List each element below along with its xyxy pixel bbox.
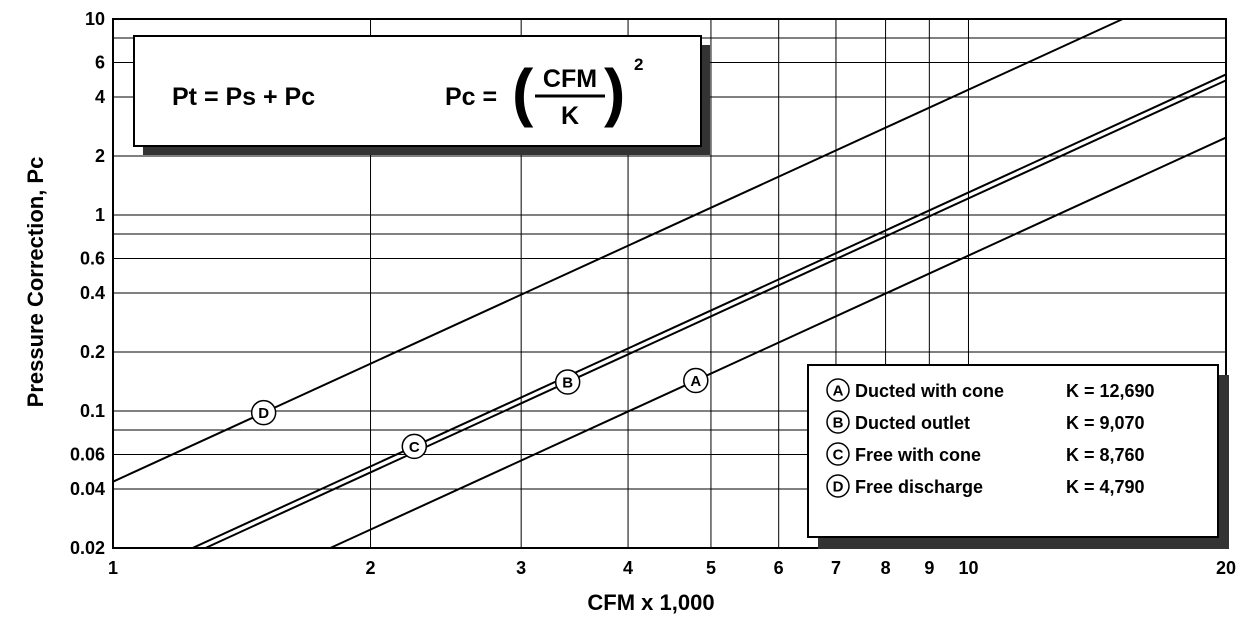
formula-numerator: CFM <box>543 65 597 93</box>
x-axis-title: CFM x 1,000 <box>587 590 714 615</box>
plot-frame <box>112 18 1227 549</box>
legend-letter: C <box>833 447 844 464</box>
y-tick-label: 0.1 <box>80 401 105 421</box>
legend-series-name: Free discharge <box>855 477 983 497</box>
series-markers: A B C D <box>250 367 709 460</box>
legend-marker <box>826 378 850 402</box>
x-tick-label: 20 <box>1216 558 1236 578</box>
series-marker-d <box>250 399 277 426</box>
y-tick-label: 2 <box>95 146 105 166</box>
y-axis-ticks: 0.02 0.04 0.06 0.1 0.2 0.4 0.6 1 2 4 6 10 <box>70 9 105 558</box>
x-tick-label: 4 <box>623 558 633 578</box>
legend-letter: D <box>833 479 844 496</box>
legend-k-value: K = 9,070 <box>1066 413 1145 433</box>
series-lines <box>112 18 1227 549</box>
formula-denominator: K <box>561 102 579 130</box>
x-tick-label: 9 <box>924 558 934 578</box>
y-tick-label: 10 <box>85 9 105 29</box>
series-line-c <box>192 73 1227 549</box>
legend-k-value: K = 12,690 <box>1066 381 1155 401</box>
y-tick-label: 0.4 <box>80 283 105 303</box>
x-tick-label: 7 <box>831 558 841 578</box>
x-tick-label: 10 <box>958 558 978 578</box>
x-tick-label: 6 <box>774 558 784 578</box>
x-tick-label: 3 <box>516 558 526 578</box>
series-line-d <box>112 18 1124 483</box>
x-tick-label: 2 <box>366 558 376 578</box>
series-marker-a <box>683 367 709 394</box>
legend-series-name: Ducted outlet <box>855 413 970 433</box>
legend-k-value: K = 4,790 <box>1066 477 1145 497</box>
legend-letter: B <box>833 415 844 432</box>
legend-series-name: Free with cone <box>855 445 981 465</box>
legend-k-value: K = 8,760 <box>1066 445 1145 465</box>
y-tick-label: 0.6 <box>80 248 105 268</box>
series-marker-label: D <box>258 405 269 422</box>
y-axis-title: Pressure Correction, Pc <box>23 157 48 408</box>
series-marker-b <box>554 369 581 395</box>
series-marker-label: B <box>562 375 573 392</box>
y-tick-label: 1 <box>95 205 105 225</box>
legend-series-name: Ducted with cone <box>855 381 1004 401</box>
x-tick-label: 1 <box>108 558 118 578</box>
formula-right-paren: ) <box>604 56 625 128</box>
y-tick-label: 0.04 <box>70 479 105 499</box>
x-tick-label: 8 <box>881 558 891 578</box>
y-tick-label: 0.06 <box>70 444 105 464</box>
legend-letter: A <box>833 383 844 400</box>
formula-box: Pt = Ps + Pc Pc = ( CFM K ) 2 <box>133 35 710 155</box>
formula-pc-label: Pc = <box>445 83 497 111</box>
formula-left-paren: ( <box>512 56 534 128</box>
legend-rows: A Ducted with cone K = 12,690 B Ducted outle… <box>826 378 1155 498</box>
formula-total: Pt = Ps + Pc <box>172 83 315 111</box>
series-marker-label: A <box>690 373 701 390</box>
series-line-b <box>205 79 1227 549</box>
x-tick-label: 5 <box>706 558 716 578</box>
series-marker-c <box>401 433 428 460</box>
legend-marker <box>826 474 850 498</box>
series-marker-label: C <box>409 439 420 456</box>
y-tick-label: 0.2 <box>80 342 105 362</box>
legend-marker <box>826 410 850 434</box>
legend: A Ducted with cone K = 12,690 B Ducted outle… <box>807 364 1229 549</box>
formula-exponent: 2 <box>634 55 643 74</box>
y-tick-label: 4 <box>95 87 105 107</box>
x-axis-ticks: 1 2 3 4 5 6 7 8 9 10 20 <box>108 558 1236 578</box>
legend-marker <box>826 442 850 466</box>
y-tick-label: 6 <box>95 52 105 72</box>
y-tick-label: 0.02 <box>70 538 105 558</box>
series-line-a <box>329 136 1227 549</box>
